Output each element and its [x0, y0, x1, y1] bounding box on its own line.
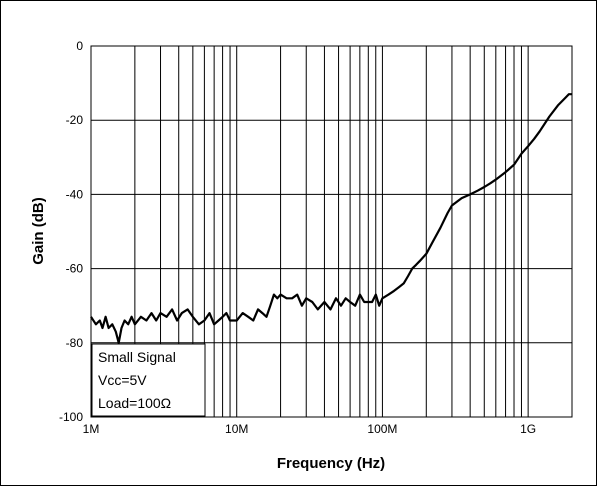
plot-area-border — [90, 45, 573, 418]
annotation-line-2: Vcc=5V — [98, 372, 147, 388]
y-tick-label: -40 — [66, 187, 84, 201]
y-tick-label: -100 — [59, 410, 83, 424]
annotation-box: Small Signal Vcc=5V Load=100Ω — [91, 343, 206, 417]
x-tick-label: 10M — [225, 422, 248, 436]
x-tick-label: 100M — [367, 422, 397, 436]
series-layer — [90, 93, 572, 344]
x-tick-label: 1M — [83, 422, 100, 436]
x-tick-label: 1G — [520, 422, 536, 436]
y-tick-label: -60 — [66, 262, 84, 276]
y-axis-title: Gain (dB) — [30, 197, 47, 265]
y-tick-label: -20 — [66, 113, 84, 127]
grid — [91, 46, 572, 417]
y-tick-label: 0 — [76, 39, 83, 53]
annotation-line-3: Load=100Ω — [98, 395, 171, 411]
x-axis-title: Frequency (Hz) — [277, 455, 385, 472]
annotation-line-1: Small Signal — [98, 349, 176, 365]
gain-series-line — [90, 93, 572, 344]
y-tick-label: -80 — [66, 336, 84, 350]
